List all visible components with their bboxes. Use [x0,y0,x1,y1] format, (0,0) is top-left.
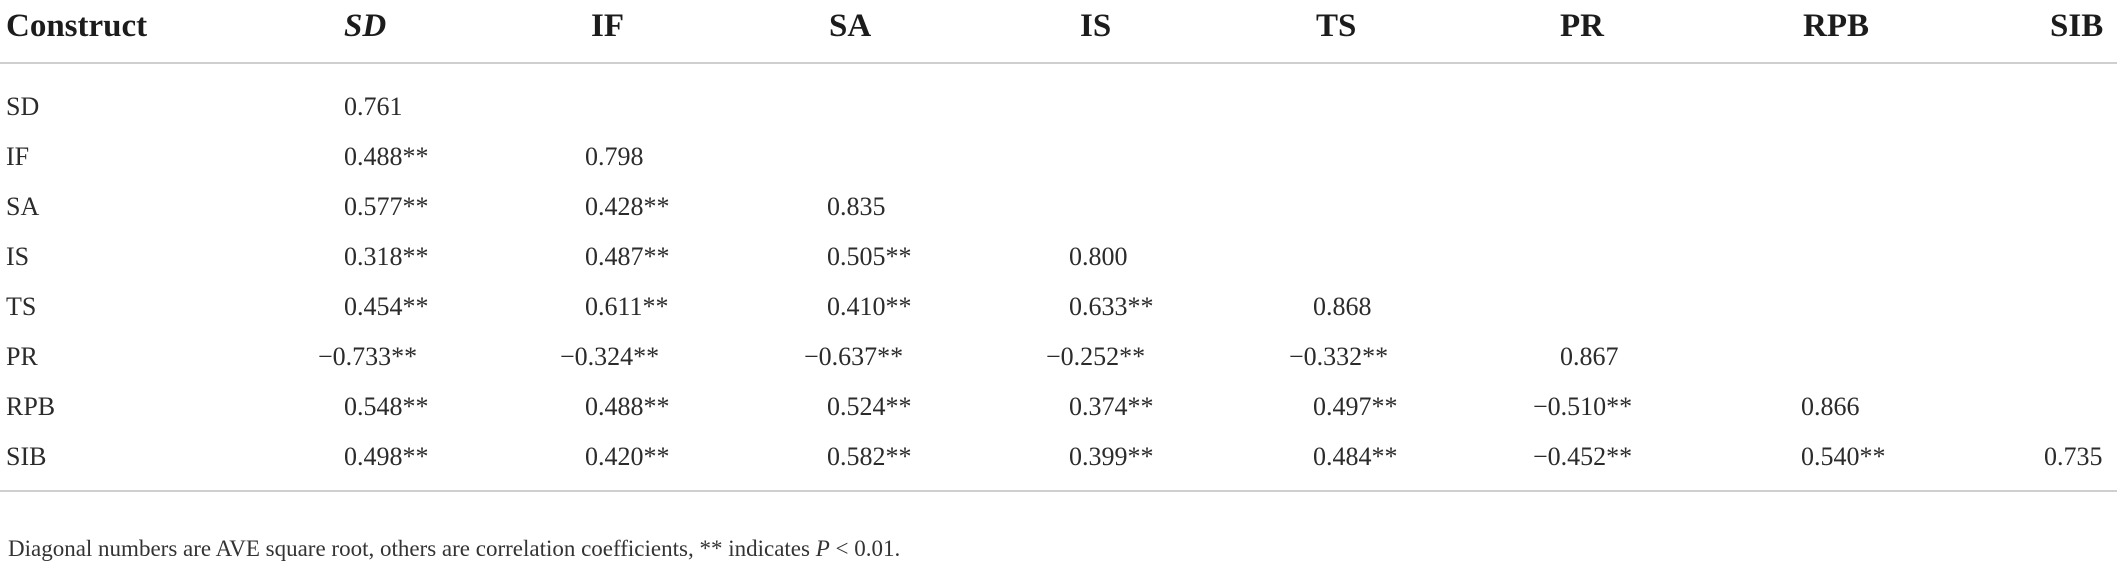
table-cell: 0.800 [1069,242,1128,271]
footer-rule [0,490,2117,492]
table-header-row: Construct SD IF SA IS TS PR RPB SIB [0,0,2117,52]
table-cell: 0.484** [1313,442,1398,471]
column-header-sd: SD [344,7,387,44]
row-label: SIB [6,442,47,471]
table-cell: −0.510** [1533,392,1633,421]
table-cell: −0.252** [1046,342,1146,371]
table-row: TS 0.454** 0.611** 0.410** 0.633** 0.868 [0,282,2117,332]
table-row: IF 0.488** 0.798 [0,132,2117,182]
table-cell: 0.497** [1313,392,1398,421]
footnote-p-symbol: P [815,536,830,561]
table-cell: 0.835 [827,192,886,221]
table-cell: 0.487** [585,242,670,271]
table-cell: −0.452** [1533,442,1633,471]
column-header-construct: Construct [6,7,148,44]
column-header-rpb: RPB [1803,7,1869,44]
table-cell: −0.324** [560,342,660,371]
table-cell: 0.540** [1801,442,1886,471]
table-cell: 0.454** [344,292,429,321]
table-row: SA 0.577** 0.428** 0.835 [0,182,2117,232]
table-cell: 0.582** [827,442,912,471]
table-row: SIB 0.498** 0.420** 0.582** 0.399** 0.48… [0,432,2117,482]
row-label: SD [6,92,40,121]
table-cell: −0.733** [318,342,418,371]
column-header-if: IF [591,7,624,44]
column-header-ts: TS [1316,7,1357,44]
table-cell: 0.867 [1560,342,1619,371]
table-cell: −0.637** [804,342,904,371]
footnote-text: Diagonal numbers are AVE square root, ot… [8,536,816,561]
table-row: SD 0.761 [0,82,2117,132]
row-label: SA [6,192,40,221]
column-header-is: IS [1080,7,1112,44]
footnote-threshold: < 0.01. [829,536,901,561]
table-cell: 0.868 [1313,292,1372,321]
table-cell: 0.611** [585,292,669,321]
column-header-sib: SIB [2050,7,2104,44]
table-cell: 0.498** [344,442,429,471]
table-cell: 0.428** [585,192,670,221]
row-label: PR [6,342,38,371]
table-cell: −0.332** [1289,342,1389,371]
table-cell: 0.798 [585,142,644,171]
table-cell: 0.399** [1069,442,1154,471]
row-label: IF [6,142,30,171]
table-cell: 0.410** [827,292,912,321]
row-label: TS [6,292,37,321]
column-header-sa: SA [829,7,872,44]
header-rule [0,62,2117,64]
table-cell: 0.735 [2044,442,2103,471]
table-cell: 0.633** [1069,292,1154,321]
table-cell: 0.548** [344,392,429,421]
column-header-pr: PR [1560,7,1604,44]
table-cell: 0.488** [344,142,429,171]
table-cell: 0.374** [1069,392,1154,421]
table-cell: 0.866 [1801,392,1860,421]
table-cell: 0.488** [585,392,670,421]
table-row: RPB 0.548** 0.488** 0.524** 0.374** 0.49… [0,382,2117,432]
table-row: PR −0.733** −0.324** −0.637** −0.252** −… [0,332,2117,382]
table-cell: 0.577** [344,192,429,221]
table-cell: 0.524** [827,392,912,421]
table-cell: 0.420** [585,442,670,471]
table-footnote: Diagonal numbers are AVE square root, ot… [8,536,900,562]
table-cell: 0.505** [827,242,912,271]
table-cell: 0.761 [344,92,403,121]
table-row: IS 0.318** 0.487** 0.505** 0.800 [0,232,2117,282]
row-label: IS [6,242,30,271]
table-cell: 0.318** [344,242,429,271]
row-label: RPB [6,392,56,421]
